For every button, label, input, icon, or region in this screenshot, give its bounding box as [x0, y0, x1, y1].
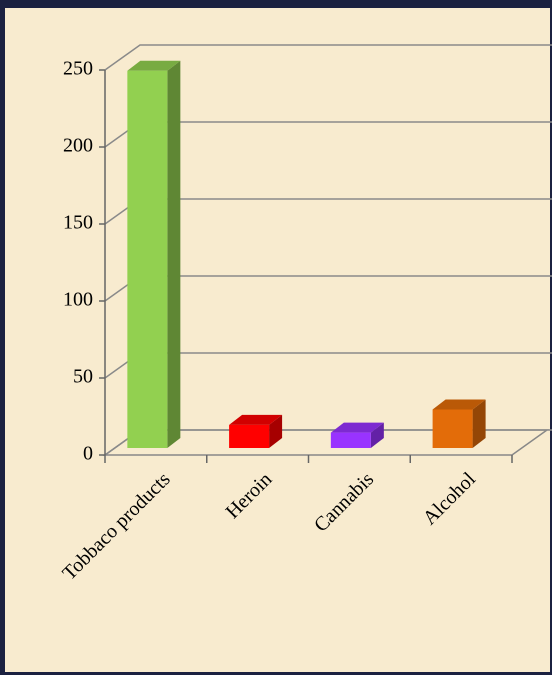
bar-side: [269, 414, 283, 448]
bar: [229, 424, 270, 448]
bar: [330, 432, 371, 448]
y-tick-label: 200: [63, 135, 93, 157]
bar-side: [472, 399, 486, 448]
bar-top: [127, 60, 181, 71]
y-tick-label: 50: [73, 366, 93, 388]
background: [5, 8, 550, 672]
bar-top: [432, 399, 486, 410]
y-tick-label: 100: [63, 289, 93, 311]
y-tick-label: 0: [83, 443, 93, 465]
bar: [127, 70, 168, 448]
bar: [432, 409, 473, 448]
bar-top: [229, 414, 283, 425]
bar-top: [330, 422, 384, 433]
bar-side: [370, 422, 384, 448]
bar-side: [167, 60, 181, 448]
y-tick-label: 250: [63, 58, 93, 80]
y-tick-label: 150: [63, 212, 93, 234]
grid-line: [104, 44, 552, 71]
